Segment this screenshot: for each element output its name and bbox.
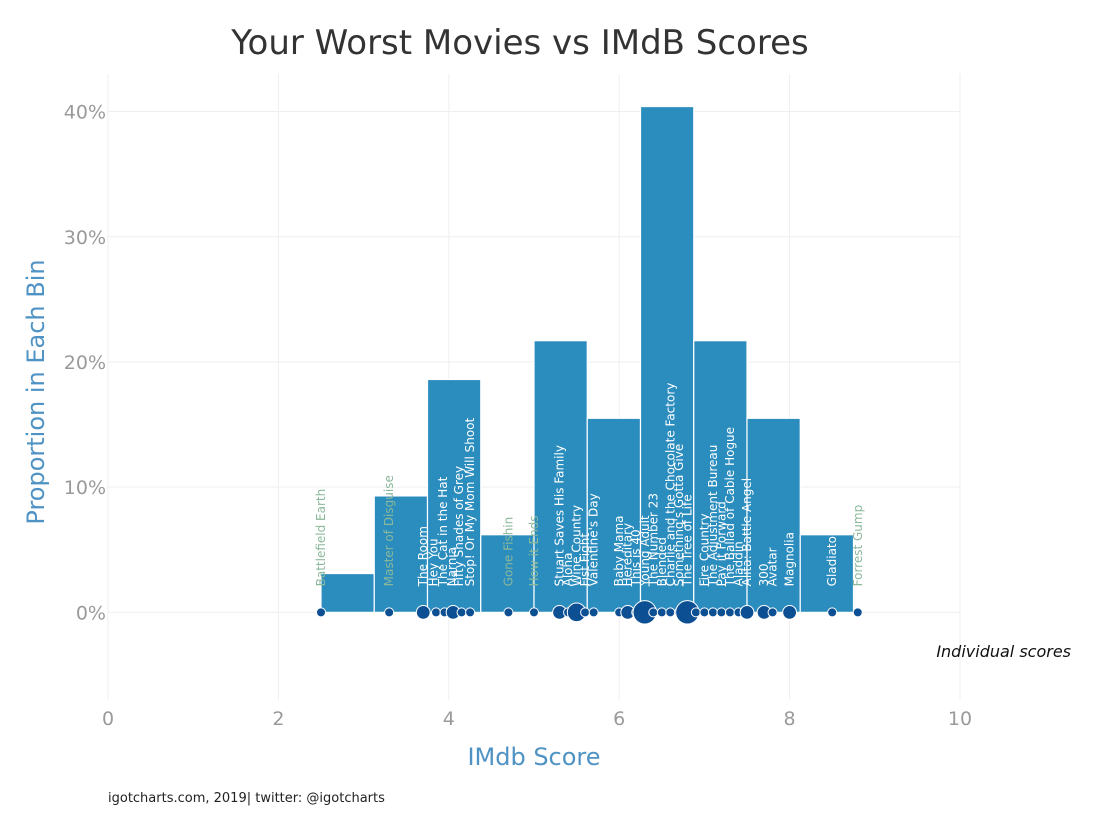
y-tick-label: 0% <box>76 602 106 624</box>
movie-label: Baby Mama <box>612 515 626 586</box>
movie-label: How it Ends <box>527 515 541 586</box>
movie-label: Magnolia <box>783 532 797 586</box>
x-tick-label: 10 <box>948 708 972 730</box>
movie-label: The Ballad of Cable Hogue <box>723 427 737 587</box>
histogram-bars <box>320 105 855 613</box>
score-point <box>707 607 718 618</box>
individual-scores-annotation: Individual scores <box>936 642 1071 661</box>
score-point <box>431 607 442 618</box>
score-point <box>852 607 863 618</box>
movie-label: Aloha <box>561 553 575 587</box>
movie-label: Pay it Forward <box>714 501 728 586</box>
footer-credit: igotcharts.com, 2019| twitter: @igotchar… <box>108 791 385 806</box>
movie-label: Valentine's Day <box>587 493 601 586</box>
x-axis-title: IMdb Score <box>467 743 600 771</box>
x-tick-label: 4 <box>443 708 455 730</box>
histogram-bar <box>426 378 482 613</box>
y-tick-label: 30% <box>64 227 106 249</box>
movie-label: The Adjustment Bureau <box>706 445 720 588</box>
histogram-bar <box>746 417 801 613</box>
movie-label: Avatar <box>766 547 780 586</box>
y-tick-label: 20% <box>64 352 106 374</box>
chart-title: Your Worst Movies vs IMdB Scores <box>230 23 808 63</box>
histogram-bar <box>533 340 588 613</box>
histogram-bar <box>639 105 695 613</box>
score-point <box>782 604 797 620</box>
movie-label: The Number 23 <box>646 493 660 587</box>
movie-label: Stuart Saves His Family <box>553 445 567 586</box>
y-axis-title: Proportion in Each Bin <box>22 259 50 524</box>
score-point <box>415 604 431 620</box>
score-points <box>316 600 863 625</box>
score-point <box>827 607 838 618</box>
y-tick-label: 10% <box>64 477 106 499</box>
score-point <box>648 607 659 618</box>
movie-label: Gladiator <box>825 531 839 586</box>
movie-label: Master of Disguise <box>382 475 396 586</box>
movie-label: Hey You <box>426 538 440 586</box>
movie-label: Alita: Battle Angel <box>740 478 754 586</box>
histogram-bar <box>586 417 642 613</box>
movie-label: Fifty Shades of Grey <box>452 466 466 586</box>
movie-label: The Tree of Life <box>680 494 694 587</box>
movie-label: Blended <box>655 537 669 586</box>
movie-label: Narnia <box>445 547 459 586</box>
score-point <box>724 607 735 618</box>
score-point <box>503 607 514 618</box>
score-point <box>656 607 667 618</box>
score-point <box>588 607 599 618</box>
movie-label: Something's Gotta Give <box>672 444 686 587</box>
score-point <box>580 607 591 618</box>
score-point <box>316 607 326 618</box>
score-point <box>699 607 710 618</box>
movie-label: Young Adult <box>638 515 652 587</box>
movie-label: Fist Fight <box>578 533 592 587</box>
movie-label: Gone Fishin <box>501 517 515 587</box>
movie-label: The Room <box>416 526 430 587</box>
score-point <box>716 607 727 618</box>
score-point <box>529 607 539 618</box>
x-tick-label: 6 <box>613 708 625 730</box>
histogram-bar <box>320 572 375 613</box>
score-point <box>465 607 476 618</box>
score-point <box>690 607 701 618</box>
histogram-bar <box>799 534 855 613</box>
x-tick-label: 0 <box>102 708 114 730</box>
movie-label: Hereditary <box>621 523 635 587</box>
movie-label: Forrest Gump <box>851 505 865 587</box>
movie-label: Charlie and the Chocolate Factory <box>663 383 677 587</box>
x-axis-ticks: 0 2 4 6 8 10 <box>102 708 972 730</box>
movie-label: Aladdin <box>731 541 745 586</box>
y-axis-ticks: 0% 10% 20% 30% 40% <box>64 102 106 625</box>
movie-label: The Cat in the Hat <box>436 476 450 587</box>
movie-label: 300 <box>757 563 771 586</box>
score-point <box>739 604 755 620</box>
x-tick-label: 2 <box>272 708 284 730</box>
histogram-bar <box>480 534 535 613</box>
score-point <box>384 607 395 618</box>
movie-label: Wine Country <box>570 505 584 586</box>
score-point <box>665 607 676 618</box>
histogram-bar <box>373 495 429 613</box>
movie-labels: Battlefield Earth Master of Disguise The R… <box>314 383 865 588</box>
x-tick-label: 8 <box>784 708 796 730</box>
movie-label: Fire Country <box>697 513 711 586</box>
movie-label: Stop! Or My Mom Will Shoot <box>463 417 477 586</box>
y-tick-label: 40% <box>64 102 106 124</box>
score-point <box>767 607 778 618</box>
score-point <box>456 607 467 618</box>
movie-label: This is 40 <box>629 529 643 587</box>
movie-label: Battlefield Earth <box>314 489 328 587</box>
